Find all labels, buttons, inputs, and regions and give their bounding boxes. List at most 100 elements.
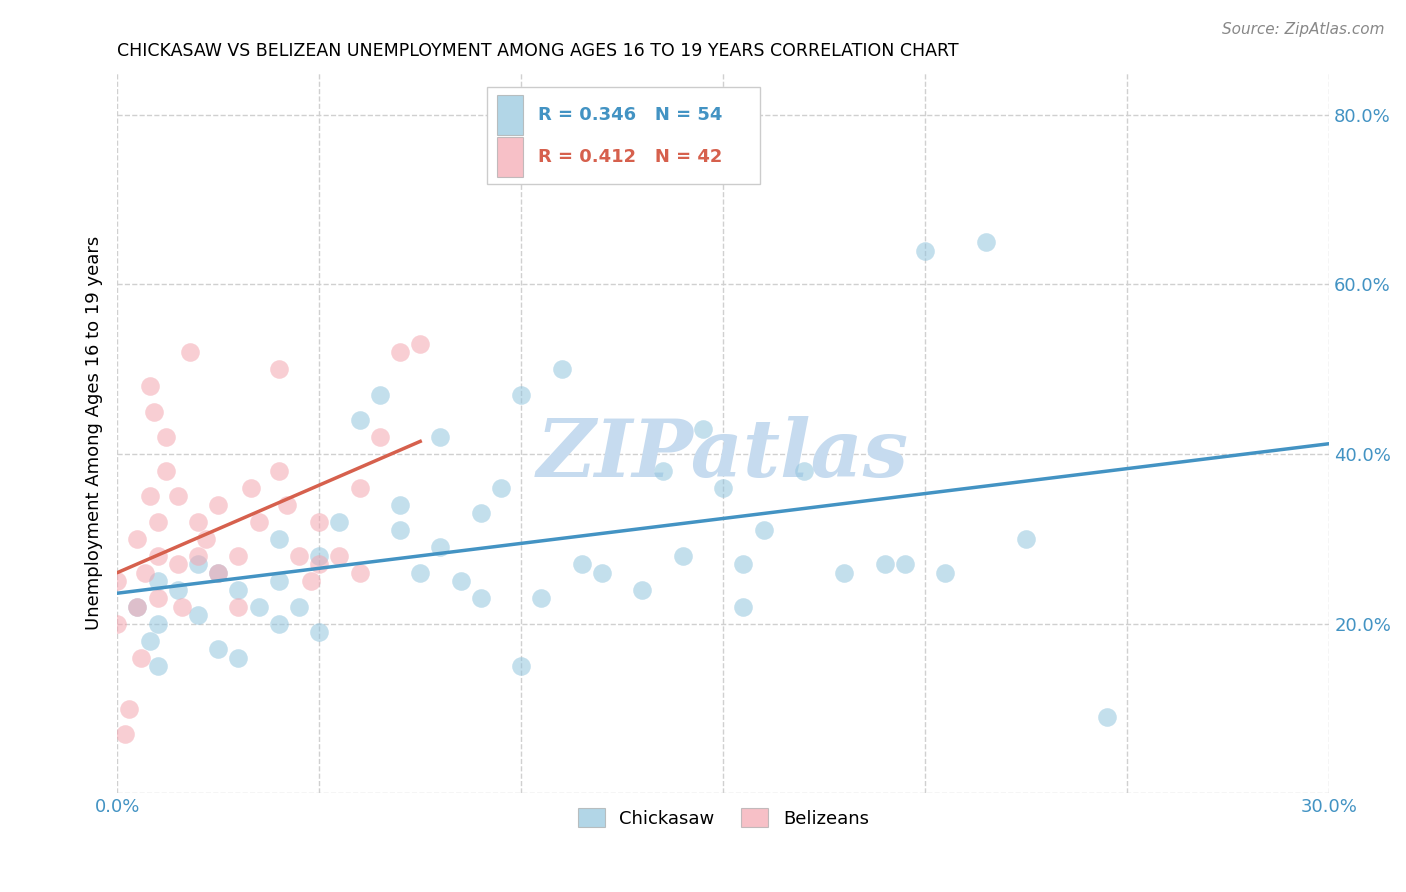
Point: [166, 558, 188, 572]
Point: [267, 464, 290, 478]
Point: [388, 498, 411, 512]
Point: [207, 642, 229, 657]
Point: [368, 388, 391, 402]
Point: [752, 524, 775, 538]
Point: [187, 558, 209, 572]
Point: [349, 566, 371, 580]
Point: [267, 616, 290, 631]
Point: [711, 481, 734, 495]
Point: [894, 558, 917, 572]
Point: [409, 566, 432, 580]
Point: [349, 481, 371, 495]
Point: [146, 591, 169, 606]
Point: [733, 558, 755, 572]
Point: [146, 616, 169, 631]
Point: [267, 362, 290, 376]
Point: [276, 498, 298, 512]
Text: R = 0.412   N = 42: R = 0.412 N = 42: [537, 148, 723, 166]
Point: [328, 549, 350, 563]
Point: [127, 532, 149, 546]
Point: [470, 507, 492, 521]
Point: [195, 532, 218, 546]
Point: [228, 549, 250, 563]
Point: [733, 599, 755, 614]
Point: [179, 345, 201, 359]
Point: [247, 599, 270, 614]
Point: [409, 336, 432, 351]
Point: [118, 701, 141, 715]
Point: [288, 599, 311, 614]
Legend: Chickasaw, Belizeans: Chickasaw, Belizeans: [571, 801, 876, 835]
Point: [591, 566, 613, 580]
Point: [138, 633, 160, 648]
Point: [170, 599, 193, 614]
Point: [134, 566, 156, 580]
Y-axis label: Unemployment Among Ages 16 to 19 years: Unemployment Among Ages 16 to 19 years: [86, 235, 103, 630]
Point: [207, 498, 229, 512]
Point: [974, 235, 997, 249]
Text: CHICKASAW VS BELIZEAN UNEMPLOYMENT AMONG AGES 16 TO 19 YEARS CORRELATION CHART: CHICKASAW VS BELIZEAN UNEMPLOYMENT AMONG…: [117, 42, 959, 60]
Point: [207, 566, 229, 580]
Point: [155, 464, 177, 478]
Point: [550, 362, 572, 376]
Point: [793, 464, 815, 478]
Point: [228, 650, 250, 665]
Point: [834, 566, 856, 580]
Point: [267, 532, 290, 546]
Point: [228, 599, 250, 614]
Point: [308, 549, 330, 563]
Point: [131, 650, 153, 665]
Point: [127, 599, 149, 614]
Point: [155, 430, 177, 444]
FancyBboxPatch shape: [496, 95, 523, 136]
Point: [914, 244, 936, 258]
Point: [228, 582, 250, 597]
Point: [105, 616, 128, 631]
FancyBboxPatch shape: [496, 137, 523, 177]
Point: [631, 582, 654, 597]
Point: [142, 405, 165, 419]
Point: [530, 591, 553, 606]
Point: [328, 515, 350, 529]
Point: [308, 515, 330, 529]
Point: [873, 558, 896, 572]
Point: [138, 379, 160, 393]
Point: [308, 625, 330, 640]
Point: [239, 481, 262, 495]
Point: [247, 515, 270, 529]
Point: [470, 591, 492, 606]
Point: [1015, 532, 1038, 546]
Point: [187, 549, 209, 563]
Point: [429, 541, 451, 555]
Point: [166, 490, 188, 504]
Point: [299, 574, 322, 589]
Point: [288, 549, 311, 563]
Point: [146, 515, 169, 529]
Text: Source: ZipAtlas.com: Source: ZipAtlas.com: [1222, 22, 1385, 37]
Point: [672, 549, 695, 563]
Point: [349, 413, 371, 427]
Point: [1095, 710, 1118, 724]
Point: [146, 574, 169, 589]
Point: [388, 524, 411, 538]
Point: [692, 422, 714, 436]
Point: [510, 659, 533, 673]
Text: R = 0.346   N = 54: R = 0.346 N = 54: [537, 106, 723, 124]
Point: [127, 599, 149, 614]
Point: [146, 659, 169, 673]
Point: [166, 582, 188, 597]
Point: [105, 574, 128, 589]
Point: [207, 566, 229, 580]
Point: [510, 388, 533, 402]
Point: [368, 430, 391, 444]
Point: [571, 558, 593, 572]
Text: ZIPatlas: ZIPatlas: [537, 416, 910, 493]
Point: [187, 608, 209, 623]
Point: [651, 464, 673, 478]
Point: [114, 727, 136, 741]
Point: [934, 566, 956, 580]
Point: [489, 481, 512, 495]
Point: [267, 574, 290, 589]
Point: [138, 490, 160, 504]
Point: [308, 558, 330, 572]
